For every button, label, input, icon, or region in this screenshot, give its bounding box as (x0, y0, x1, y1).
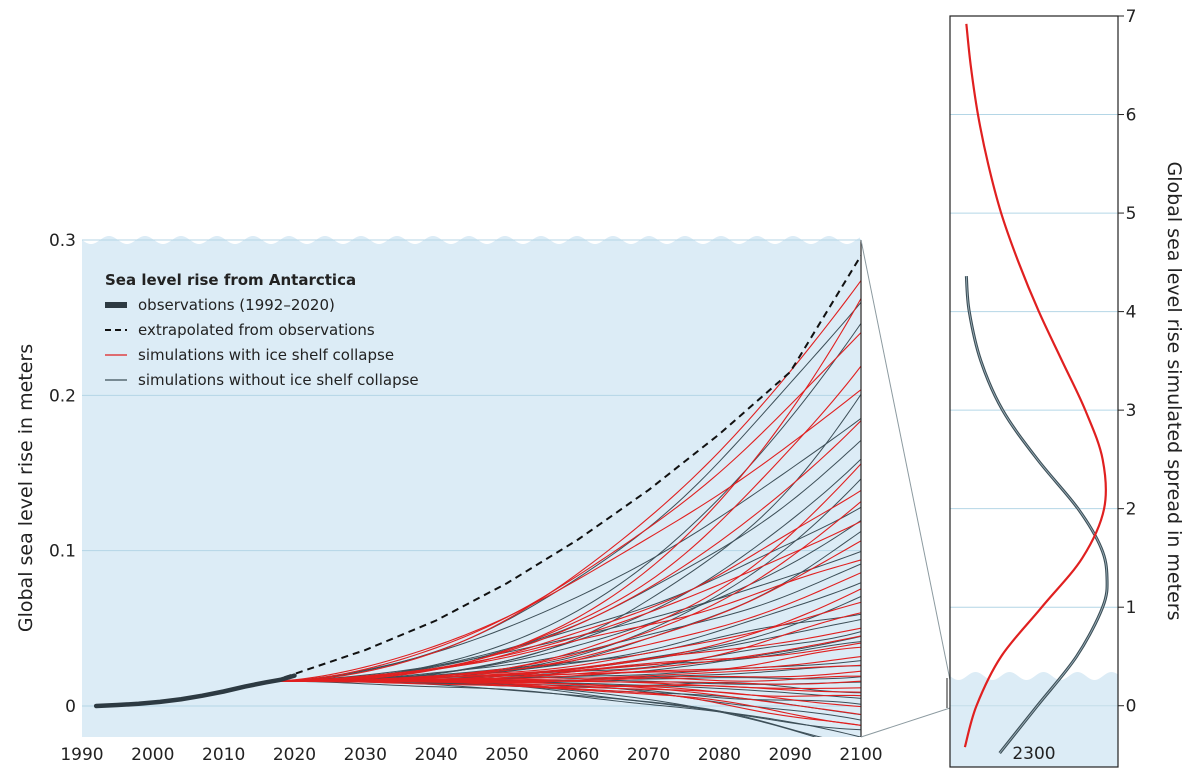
x-tick-label: 2050 (485, 745, 528, 765)
plot-background-zoomed (950, 672, 1118, 767)
spread-y-tick-labels: 0 1 2 3 4 5 6 7 (1118, 7, 1136, 717)
legend-label-without-collapse: simulations without ice shelf collapse (138, 371, 419, 389)
extrapolated-line (272, 255, 861, 683)
spread-gridlines (950, 15, 1118, 707)
y-tick-labels: 0 0.1 0.2 0.3 (49, 231, 76, 717)
spread-panel-frame (949, 15, 1119, 768)
spread-x-label: 2300 (1012, 744, 1055, 764)
simulation-line-without-collapse (273, 418, 861, 682)
simulation-line-with-collapse (273, 680, 861, 726)
legend-label-with-collapse: simulations with ice shelf collapse (138, 346, 394, 364)
spread-y-tick-label: 0 (1126, 697, 1137, 717)
spread-chart: 0 1 2 3 4 5 6 7 2300 Global sea level rise simu… (946, 7, 1185, 768)
spread-y-tick-label: 6 (1126, 106, 1137, 126)
y-tick-label: 0.3 (49, 231, 76, 251)
simulation-line-with-collapse (273, 680, 861, 727)
x-tick-label: 1990 (60, 745, 103, 765)
x-tick-label: 2030 (344, 745, 387, 765)
spread-y-tick-label: 3 (1126, 401, 1137, 421)
spread-y-axis-title: Global sea level rise simulated spread i… (1163, 162, 1185, 621)
main-chart: 1990 2000 2010 2020 2030 2040 2050 2060 2070 2080… (15, 231, 883, 765)
simulation-line-with-collapse (273, 389, 861, 682)
x-tick-label: 2010 (202, 745, 245, 765)
x-tick-label: 2000 (131, 745, 174, 765)
simulation-line-with-collapse (273, 490, 861, 682)
x-tick-label: 2090 (769, 745, 812, 765)
series-lines (93, 255, 861, 737)
zoom-connector-top (860, 239, 951, 681)
spread-y-tick-label: 5 (1126, 204, 1137, 224)
spread-curve-with-collapse (963, 23, 1108, 748)
spread-curves (963, 23, 1109, 754)
legend-label-extrapolated: extrapolated from observations (138, 321, 375, 339)
spread-y-tick-label: 7 (1126, 7, 1137, 27)
legend-label-observations: observations (1992–2020) (138, 296, 335, 314)
legend: Sea level rise from Antarctica observati… (105, 271, 419, 389)
x-tick-label: 2100 (839, 745, 882, 765)
zoom-connector-bottom (860, 707, 951, 738)
simulation-line-without-collapse (273, 551, 861, 682)
spread-y-tick-label: 4 (1126, 303, 1137, 323)
spread-y-tick-label: 1 (1126, 598, 1137, 618)
x-tick-label: 2020 (273, 745, 316, 765)
observations-line (93, 673, 297, 709)
y-axis-title: Global sea level rise in meters (15, 344, 37, 632)
x-tick-label: 2060 (556, 745, 599, 765)
simulation-line-with-collapse (273, 280, 861, 682)
y-tick-label: 0.2 (49, 386, 76, 406)
spread-curve-without-collapse-highlight (965, 276, 1108, 754)
simulation-line-with-collapse (273, 332, 861, 682)
spread-y-tick-label: 2 (1126, 500, 1137, 520)
plot-background (82, 236, 861, 737)
y-tick-label: 0.1 (49, 542, 76, 562)
x-tick-label: 2080 (698, 745, 741, 765)
x-tick-label: 2070 (627, 745, 670, 765)
x-tick-labels: 1990 2000 2010 2020 2030 2040 2050 2060 2070 2080… (60, 745, 882, 765)
x-tick-label: 2040 (414, 745, 457, 765)
simulation-line-with-collapse (273, 298, 861, 682)
legend-title: Sea level rise from Antarctica (105, 271, 356, 289)
simulation-line-without-collapse (273, 301, 861, 682)
simulation-line-with-collapse (273, 559, 861, 682)
y-tick-label: 0 (65, 697, 76, 717)
